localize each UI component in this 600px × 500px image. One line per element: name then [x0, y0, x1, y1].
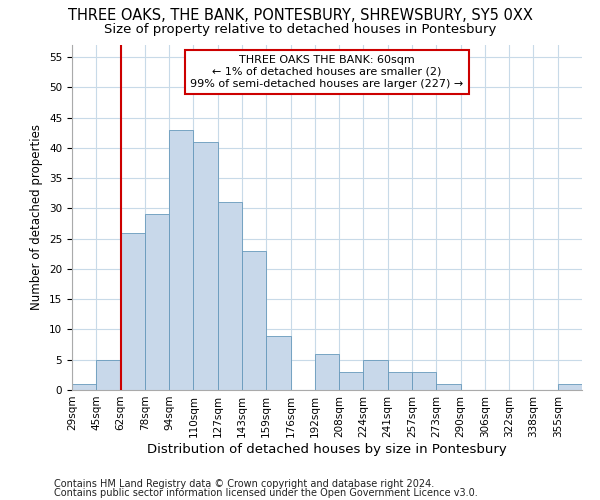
Text: Contains public sector information licensed under the Open Government Licence v3: Contains public sector information licen… [54, 488, 478, 498]
Bar [218, 202, 242, 390]
Bar [412, 372, 436, 390]
X-axis label: Distribution of detached houses by size in Pontesbury: Distribution of detached houses by size … [147, 442, 507, 456]
Bar [193, 142, 218, 390]
Bar [388, 372, 412, 390]
Text: Size of property relative to detached houses in Pontesbury: Size of property relative to detached ho… [104, 22, 496, 36]
Bar [96, 360, 121, 390]
Bar [266, 336, 290, 390]
Y-axis label: Number of detached properties: Number of detached properties [31, 124, 43, 310]
Bar [121, 232, 145, 390]
Text: THREE OAKS THE BANK: 60sqm
← 1% of detached houses are smaller (2)
99% of semi-d: THREE OAKS THE BANK: 60sqm ← 1% of detac… [190, 56, 464, 88]
Bar [436, 384, 461, 390]
Bar [364, 360, 388, 390]
Text: THREE OAKS, THE BANK, PONTESBURY, SHREWSBURY, SY5 0XX: THREE OAKS, THE BANK, PONTESBURY, SHREWS… [68, 8, 532, 22]
Bar [315, 354, 339, 390]
Bar [145, 214, 169, 390]
Bar [169, 130, 193, 390]
Bar [339, 372, 364, 390]
Bar [242, 251, 266, 390]
Bar [558, 384, 582, 390]
Text: Contains HM Land Registry data © Crown copyright and database right 2024.: Contains HM Land Registry data © Crown c… [54, 479, 434, 489]
Bar [72, 384, 96, 390]
